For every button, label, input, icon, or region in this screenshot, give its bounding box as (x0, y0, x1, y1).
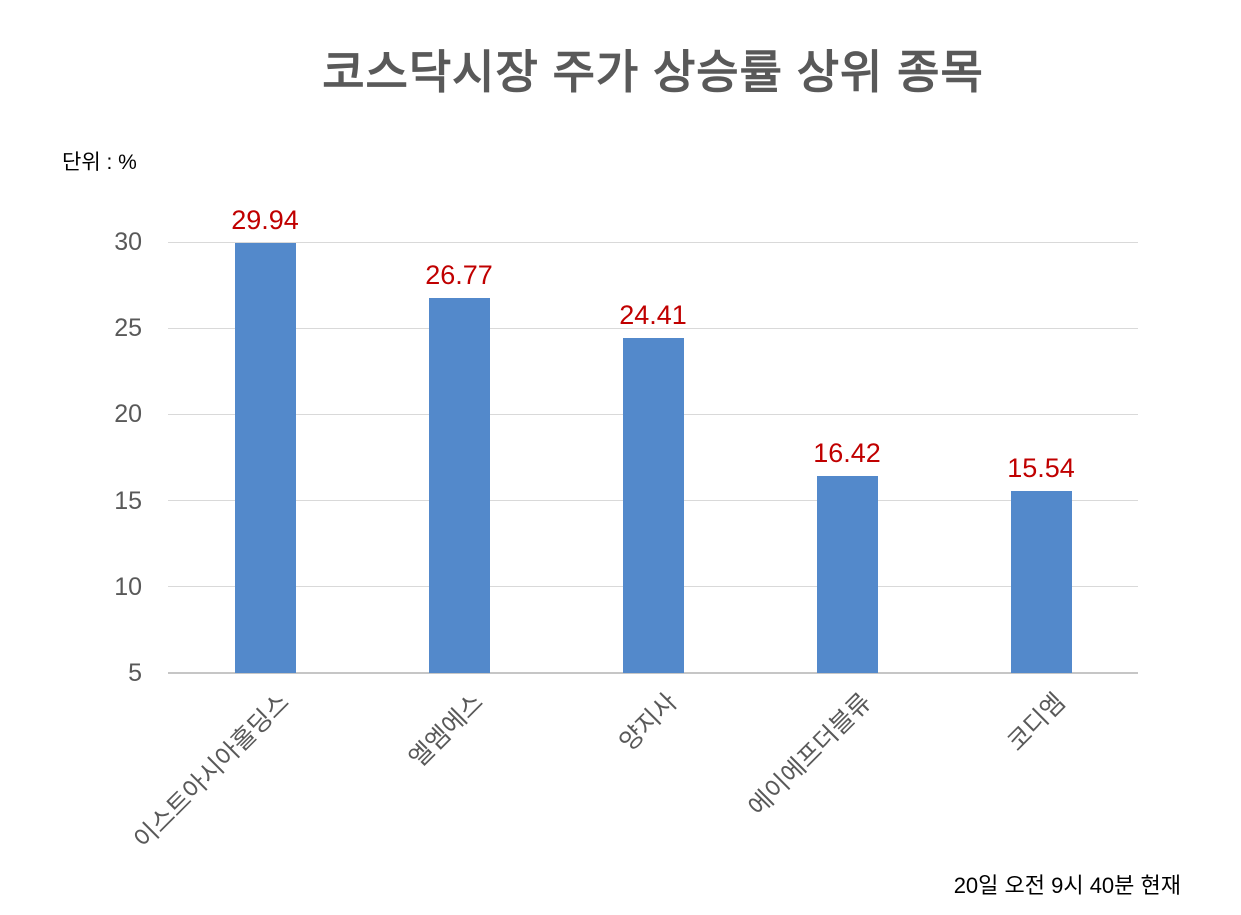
x-axis-line (168, 672, 1138, 674)
bar (234, 243, 296, 673)
bar (622, 338, 684, 673)
x-axis-category-label: 이스트아시아홀딩스 (128, 688, 295, 855)
timestamp-caption: 20일 오전 9시 40분 현재 (953, 873, 1181, 898)
y-axis-tick-label: 30 (114, 228, 142, 256)
y-axis-tick-label: 25 (114, 314, 142, 343)
bar-value-label: 15.54 (1007, 453, 1075, 484)
x-axis-category-label: 에이에프더블류 (743, 688, 877, 822)
bar (428, 297, 490, 673)
bar-value-label: 24.41 (619, 300, 687, 331)
y-axis-tick-label: 10 (114, 572, 142, 601)
bar-value-label: 29.94 (231, 205, 299, 236)
y-axis-tick-label: 5 (128, 659, 142, 687)
bar (816, 476, 878, 673)
bar-value-label: 26.77 (425, 259, 493, 290)
unit-label: 단위 : % (62, 151, 137, 174)
y-axis-tick-label: 15 (114, 486, 142, 515)
x-axis-category-label: 양지사 (614, 688, 683, 757)
x-axis-category-label: 코디엠 (1002, 688, 1071, 757)
y-axis-tick-label: 20 (114, 400, 142, 429)
chart-title: 코스닥시장 주가 상승률 상위 종목 (322, 46, 984, 98)
gridline (168, 241, 1138, 243)
gridline (168, 327, 1138, 329)
x-axis-category-label: 엘엠에스 (403, 688, 489, 773)
bar-value-label: 16.42 (813, 438, 881, 469)
bar (1010, 491, 1072, 673)
